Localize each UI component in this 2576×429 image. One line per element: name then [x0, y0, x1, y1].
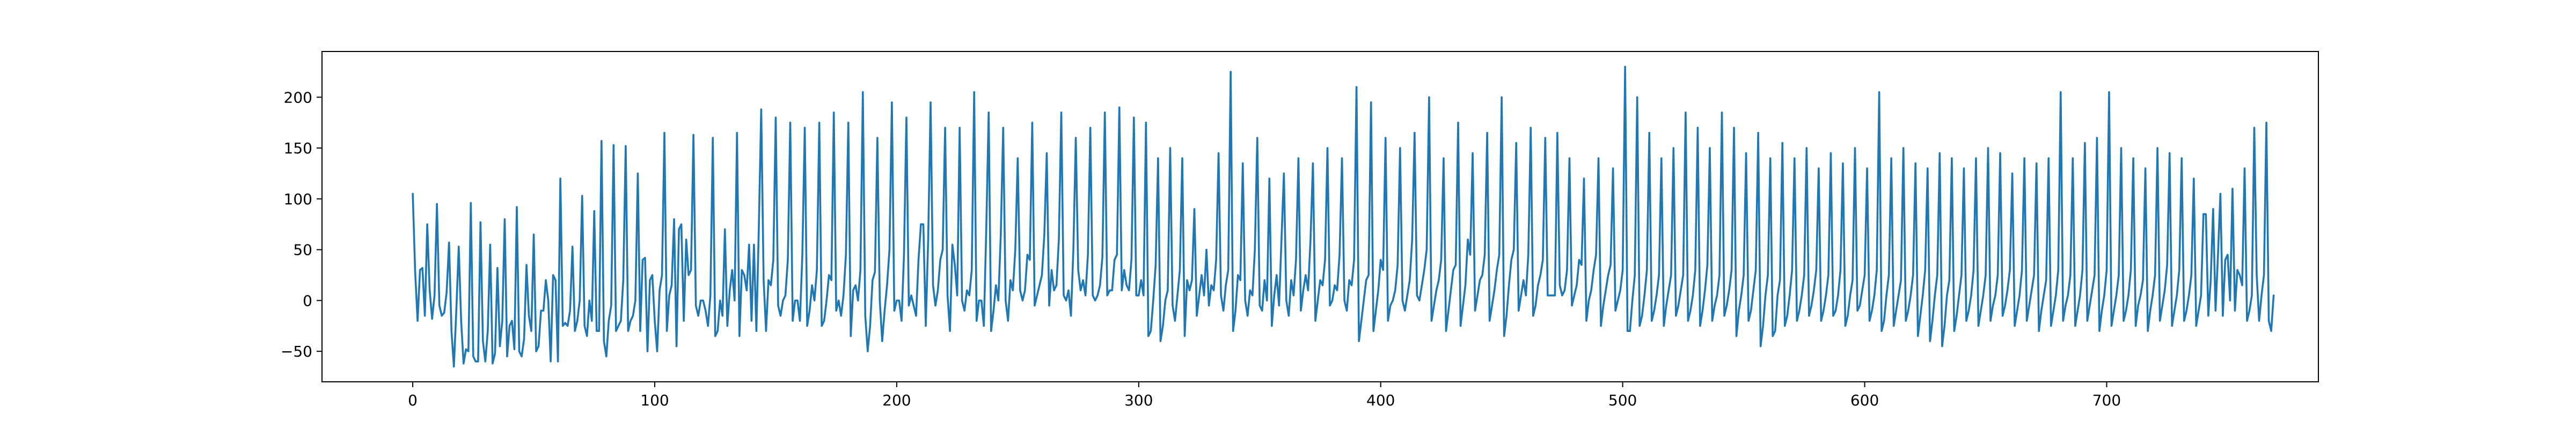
plot-area-frame: [321, 51, 2319, 382]
x-tick-label: 0: [408, 391, 418, 409]
y-tick-label: −50: [281, 343, 312, 360]
x-tick-label: 500: [1608, 391, 1637, 409]
x-tick-label: 600: [1850, 391, 1879, 409]
y-tick-label: 50: [293, 241, 312, 259]
x-tick-label: 300: [1124, 391, 1153, 409]
y-axis: −50 0 50 100 150 200: [281, 88, 322, 360]
x-tick-label: 400: [1366, 391, 1395, 409]
series-line: [412, 65, 2275, 368]
y-tick-label: 0: [303, 292, 312, 309]
y-tick-label: 100: [284, 190, 312, 208]
x-tick-label: 700: [2092, 391, 2121, 409]
y-tick-label: 200: [284, 88, 312, 106]
y-tick-label: 150: [284, 139, 312, 157]
x-tick-label: 200: [882, 391, 911, 409]
x-tick-label: 100: [640, 391, 669, 409]
x-axis: 0 100 200 300 400 500 600 700: [408, 382, 2121, 409]
